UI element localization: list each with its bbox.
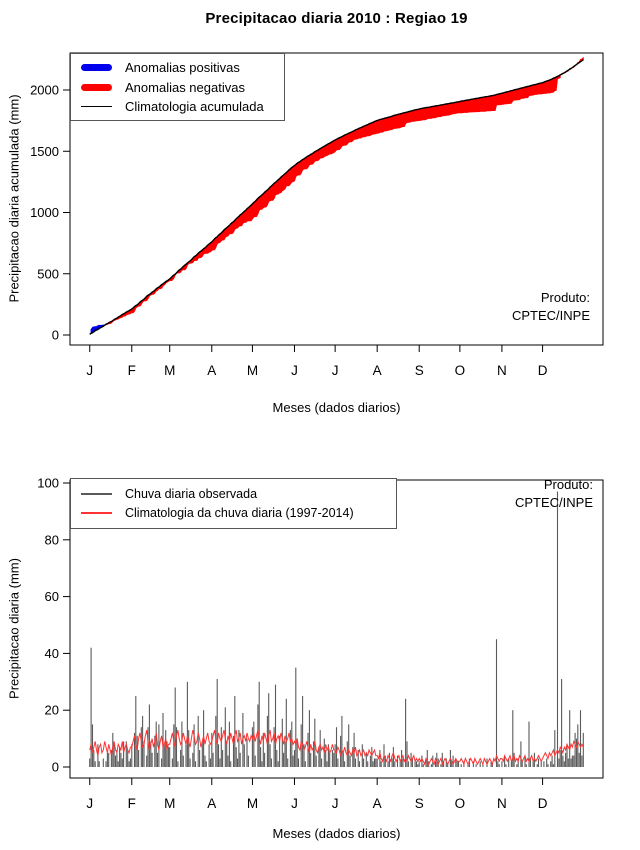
daily-climatology-line	[89, 729, 584, 766]
x-tick-label: N	[497, 796, 507, 811]
y-tick-label: 40	[45, 646, 59, 661]
x-tick-label: M	[164, 796, 175, 811]
chart-title: Precipitacao diaria 2010 : Regiao 19	[205, 10, 468, 27]
x-tick-label: O	[455, 363, 466, 378]
x-tick-label: J	[332, 363, 339, 378]
top-axes-layer: 0 500 1000 1500 2000 J F M A M J J A S O N D	[30, 52, 604, 378]
y-tick-label: 60	[45, 589, 59, 604]
negative-anomaly-line-icon	[81, 83, 112, 91]
legend-item-positive-anomalies: Anomalias positivas	[81, 60, 284, 75]
x-tick-label: J	[86, 796, 93, 811]
y-tick-label: 0	[52, 760, 59, 775]
x-tick-label: A	[373, 796, 382, 811]
positive-anomaly-line-icon	[81, 64, 112, 72]
product-annotation-cumulative: Produto: CPTEC/INPE	[512, 289, 590, 325]
climatology-cumulative-line	[89, 59, 584, 335]
legend-item-observed-rain: Chuva diaria observada	[81, 487, 396, 501]
y-tick-label: 1500	[30, 144, 59, 159]
daily-climatology-line-layer	[89, 729, 584, 766]
cumulative-precipitation-chart: 0 500 1000 1500 2000 J F M A M J J A S O N D	[30, 52, 604, 378]
observed-rain-line-icon	[81, 492, 112, 495]
y-tick-label: 500	[37, 266, 59, 281]
product-annotation-line2: CPTEC/INPE	[514, 495, 593, 510]
x-tick-label: J	[291, 796, 298, 811]
x-tick-label: M	[164, 363, 175, 378]
legend-label: Climatologia da chuva diaria (1997-2014)	[125, 506, 354, 521]
daily-precipitation-chart: 0 20 40 60 80 100 J F M A M J J A S O N D	[37, 476, 604, 811]
x-tick-label: M	[247, 796, 258, 811]
y-tick-label: 0	[52, 328, 59, 343]
x-tick-label: F	[128, 796, 136, 811]
product-annotation-daily: Produto: CPTEC/INPE	[515, 476, 593, 512]
y-tick-label: 20	[45, 703, 59, 718]
product-annotation-line1: Produto:	[543, 477, 593, 492]
x-tick-label: S	[415, 796, 424, 811]
x-tick-label: J	[291, 363, 298, 378]
x-tick-label: A	[373, 363, 382, 378]
y-tick-label: 100	[37, 476, 59, 491]
x-tick-label: F	[128, 363, 136, 378]
x-tick-label: J	[332, 796, 339, 811]
daily-climatology-line-icon	[81, 512, 112, 515]
legend-daily-chart: Chuva diaria observada Climatologia da c…	[70, 478, 397, 529]
climatology-line-layer	[89, 59, 584, 335]
x-tick-label: A	[207, 363, 216, 378]
legend-cumulative-chart: Anomalias positivas Anomalias negativas …	[70, 53, 285, 121]
x-axis-label-daily: Meses (dados diarios)	[272, 826, 401, 841]
climatology-line-icon	[81, 105, 112, 107]
legend-item-daily-climatology: Climatologia da chuva diaria (1997-2014)	[81, 506, 396, 520]
x-tick-label: S	[415, 363, 424, 378]
y-tick-label: 80	[45, 532, 59, 547]
y-tick-label: 1000	[30, 205, 59, 220]
y-tick-label: 2000	[30, 83, 59, 98]
legend-item-climatology: Climatologia acumulada	[81, 99, 284, 114]
x-tick-label: D	[538, 363, 548, 378]
x-tick-label: N	[497, 363, 507, 378]
x-tick-label: M	[247, 363, 258, 378]
bottom-axes-layer: 0 20 40 60 80 100 J F M A M J J A S O N D	[37, 476, 604, 811]
x-axis-label-cumulative: Meses (dados diarios)	[272, 400, 401, 415]
legend-item-negative-anomalies: Anomalias negativas	[81, 80, 284, 95]
x-tick-label: D	[538, 796, 548, 811]
x-tick-label: A	[207, 796, 216, 811]
product-annotation-line1: Produto:	[540, 290, 590, 305]
daily-rain-bars-layer	[89, 491, 584, 767]
product-annotation-line2: CPTEC/INPE	[511, 308, 590, 323]
legend-label: Chuva diaria observada	[125, 486, 258, 501]
legend-label: Climatologia acumulada	[125, 98, 264, 114]
plot-frame	[69, 52, 604, 346]
legend-label: Anomalias positivas	[125, 60, 240, 76]
y-axis-label-daily: Precipitacao diaria (mm)	[6, 558, 22, 699]
x-tick-label: O	[455, 796, 466, 811]
x-tick-label: J	[86, 363, 93, 378]
y-axis-label-cumulative: Precipitacao diaria acumulada (mm)	[6, 94, 22, 303]
legend-label: Anomalias negativas	[125, 79, 245, 95]
